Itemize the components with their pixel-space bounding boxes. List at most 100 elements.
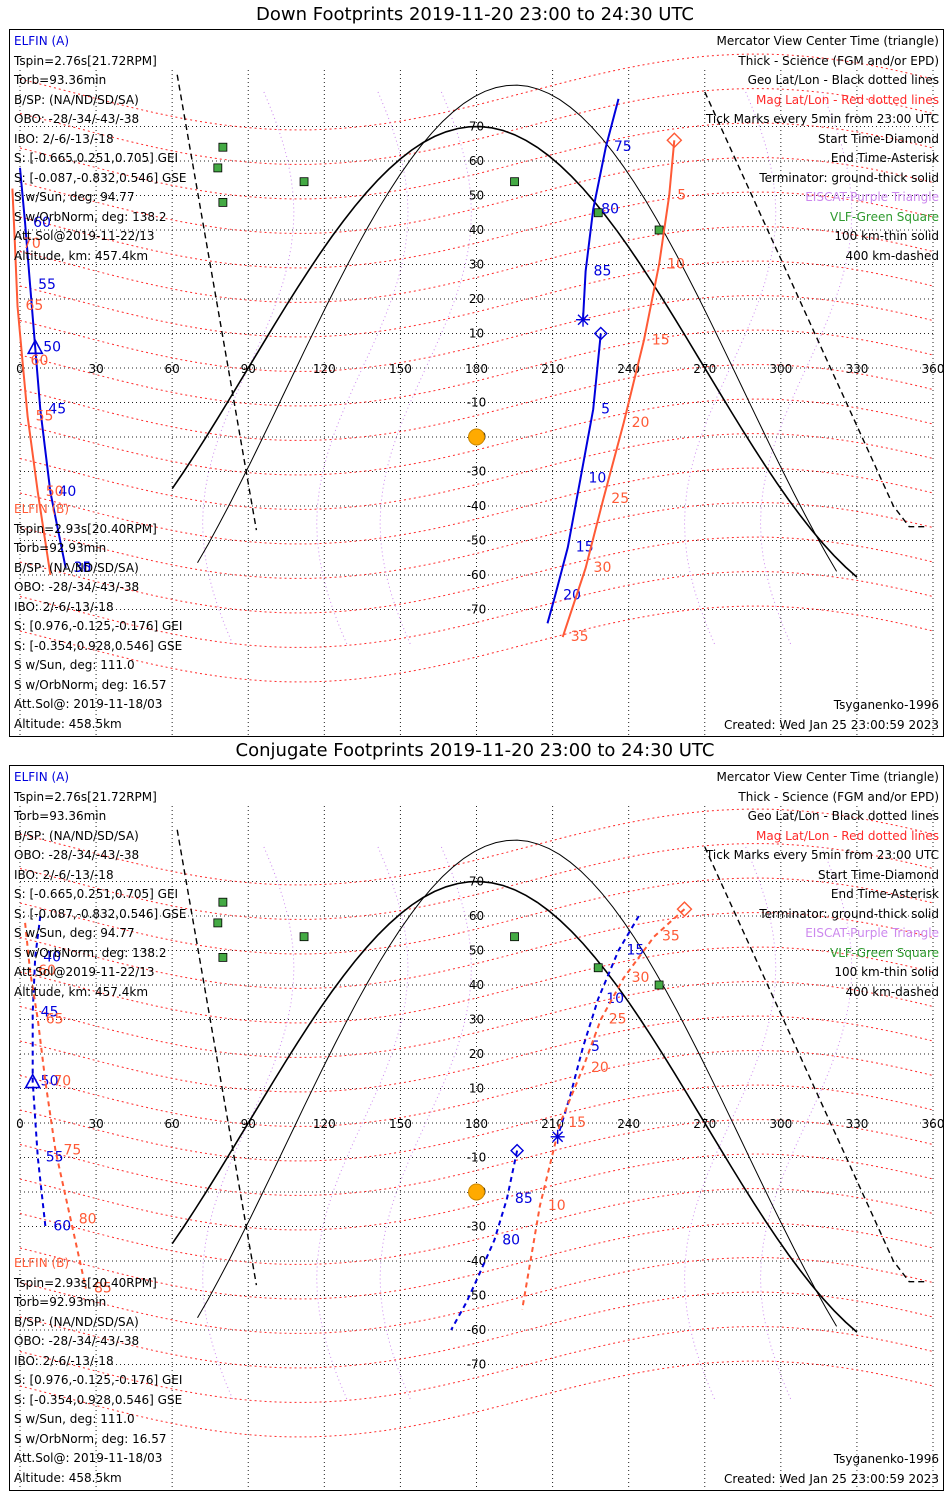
down-map: 0 30 60 90 120 150 180 210 240 270 300 330 360706050…: [11, 53, 943, 736]
elfin-b-line: Altitude: 458.5km: [14, 1470, 122, 1485]
lat-tick-label: -50: [467, 534, 487, 548]
legend-entry: Start Time-Diamond: [817, 131, 939, 146]
elfin-a-line: S w/OrbNorm, deg: 138.2: [14, 945, 167, 960]
legend-entry: Start Time-Diamond: [817, 867, 939, 882]
vlf-station: [593, 963, 603, 973]
lat-tick-label: -70: [467, 1358, 487, 1372]
model-label: Tsyganenko-1996: [833, 1452, 939, 1466]
elfin-b-line: S: [0.976,-0.125,-0.176] GEI: [14, 1373, 183, 1387]
mag-parallel: [19, 1050, 934, 1127]
lat-tick-label: 30: [469, 1013, 484, 1027]
track-time-label: 70: [23, 236, 41, 252]
end-asterisk-stroke: [552, 1131, 564, 1143]
lon-tick-label: 300: [769, 362, 792, 376]
mag-meridian: [683, 91, 777, 645]
lat-tick-label: 40: [469, 223, 484, 237]
mag-parallel: [19, 605, 934, 683]
lat-tick-label: 70: [469, 875, 484, 889]
mag-parallel: [19, 329, 934, 407]
legend-entry: Thick - Science (FGM and/or EPD): [738, 789, 939, 804]
lon-tick-label: 150: [389, 362, 412, 376]
track-time-label: 60: [31, 353, 49, 369]
track-time-label: 35: [571, 629, 589, 645]
lon-tick-label: 270: [693, 1117, 716, 1131]
legend-entry: 100 km-thin solid: [834, 965, 939, 979]
center-triangle: [24, 1072, 42, 1089]
sun-icon: [468, 428, 485, 446]
legend-entry: Tick Marks every 5min from 23:00 UTC: [705, 112, 939, 126]
mag-parallel: [19, 1153, 934, 1231]
lon-tick-label: 120: [313, 362, 336, 376]
elfin-a-line: S: [-0.665,0.251,0.705] GEI: [14, 887, 179, 901]
track-time-label: 50: [46, 484, 64, 500]
down-footprints-panel: 0 30 60 90 120 150 180 210 240 270 300 330 360 70 60 50…: [9, 29, 944, 737]
track-time-label: 10: [588, 470, 606, 486]
mag-parallel: [19, 398, 934, 476]
vlf-station: [510, 932, 519, 942]
legend-entry: Mercator View Center Time (triangle): [716, 34, 939, 48]
track-time-label: 5: [601, 401, 610, 417]
mag-meridian: [316, 846, 409, 1400]
mag-parallel: [19, 295, 934, 372]
elfin-b-line: S w/Sun, deg: 111.0: [14, 658, 135, 672]
track-time-label: 65: [46, 1012, 64, 1028]
elfin-a-line: IBO: 2/-6/-13/-18: [14, 131, 114, 146]
elfin-a-line: B/SP: (NA/ND/SD/SA): [14, 828, 139, 843]
mag-meridian: [379, 846, 472, 1400]
mag-parallel: [19, 1015, 934, 1093]
start-diamond: [593, 326, 608, 341]
mag-parallel: [19, 571, 934, 648]
mag-parallel: [19, 1257, 934, 1334]
elfin-b-line: S: [-0.354,0.928,0.546] GSE: [14, 638, 183, 653]
legend-entry: 400 km-dashed: [845, 984, 939, 999]
lat-tick-label: -40: [467, 499, 487, 513]
lon-tick-label: 120: [313, 1117, 336, 1131]
legend-entry: EISCAT-Purple Triangle: [805, 926, 939, 940]
lon-tick-label: 90: [241, 1117, 256, 1131]
legend-entry: 100 km-thin solid: [834, 229, 939, 243]
vlf-station: [510, 177, 519, 187]
legend-entry: Mercator View Center Time (triangle): [716, 770, 939, 784]
elfin-b-line: IBO: 2/-6/-13/-18: [14, 599, 114, 614]
mag-meridian: [759, 91, 853, 645]
elfin-a-line: S: [-0.087,-0.832,0.546] GSE: [14, 906, 187, 921]
mag-parallel: [19, 88, 934, 165]
end-asterisk: [576, 312, 591, 327]
legend-entry: VLF-Green Square: [830, 945, 939, 960]
elfin-a-line: OBO: -28/-34/-43/-38: [14, 112, 140, 126]
elfin-a-line: Torb=93.36min: [14, 73, 107, 87]
vlf-station: [593, 208, 603, 218]
mag-meridian: [379, 91, 472, 645]
elfin-a-line: Torb=93.36min: [14, 809, 107, 823]
elfin-a-track: [582, 98, 620, 320]
elfin-b-line: S: [-0.354,0.928,0.546] GSE: [14, 1392, 183, 1407]
vlf-station: [299, 932, 309, 942]
end-asterisk: [550, 1129, 565, 1144]
mag-parallel: [19, 191, 934, 269]
lat-tick-label: -10: [467, 1151, 487, 1165]
lat-tick-label: 50: [469, 944, 484, 958]
lat-tick-label: -10: [467, 396, 487, 410]
mag-parallel: [19, 912, 934, 989]
mag-parallel: [19, 364, 934, 441]
lat-tick-label: -30: [467, 1220, 487, 1234]
lat-tick-label: -30: [467, 465, 487, 479]
mag-parallel: [19, 1360, 934, 1438]
track-time-label: 5: [591, 1039, 600, 1055]
vlf-station: [218, 952, 228, 962]
mag-parallel: [19, 808, 934, 886]
lon-tick-label: 30: [88, 362, 103, 376]
start-diamond: [510, 1143, 525, 1158]
elfin-b-name: ELFIN (B): [14, 1256, 70, 1270]
elfin-b-line: OBO: -28/-34/-43/-38: [14, 1334, 140, 1348]
elfin-a-name: ELFIN (A): [14, 770, 70, 784]
lat-tick-label: 70: [469, 120, 484, 134]
legend-entry: VLF-Green Square: [830, 209, 939, 224]
track-time-label: 35: [662, 929, 680, 945]
lat-tick-label: 40: [469, 978, 484, 992]
track-time-label: 5: [677, 188, 686, 204]
track-time-label: 10: [548, 1198, 566, 1214]
legend-entry: Mag Lat/Lon - Red dotted lines: [755, 92, 939, 107]
legend-entry: Geo Lat/Lon - Black dotted lines: [747, 809, 939, 823]
vlf-station: [654, 980, 664, 990]
